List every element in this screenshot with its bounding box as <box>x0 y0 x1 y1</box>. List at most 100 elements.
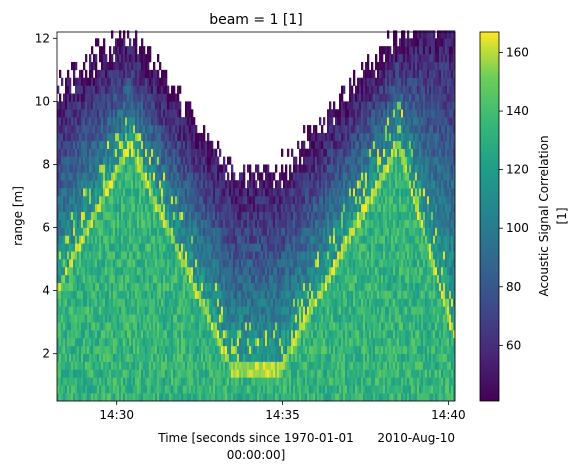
heatmap-cell <box>133 314 136 323</box>
heatmap-cell <box>293 203 296 213</box>
heatmap-cell <box>285 361 288 370</box>
heatmap-cell <box>293 235 296 244</box>
heatmap-cell <box>227 266 230 276</box>
heatmap-cell <box>89 353 92 362</box>
heatmap-cell <box>321 266 324 276</box>
heatmap-cell <box>203 164 206 173</box>
heatmap-cell <box>183 243 186 252</box>
heatmap-cell <box>141 298 144 307</box>
heatmap-cell <box>147 219 150 228</box>
heatmap-cell <box>239 345 242 354</box>
heatmap-cell <box>191 385 194 394</box>
heatmap-cell <box>59 196 62 205</box>
heatmap-cell <box>157 330 160 339</box>
heatmap-cell <box>313 180 316 189</box>
heatmap-cell <box>197 306 200 315</box>
heatmap-cell <box>153 243 156 252</box>
heatmap-cell <box>209 306 212 315</box>
heatmap-cell <box>197 235 200 244</box>
heatmap-cell <box>199 314 202 323</box>
heatmap-cell <box>101 243 104 252</box>
heatmap-cell <box>215 188 218 197</box>
heatmap-cell <box>189 164 192 173</box>
heatmap-cell <box>223 259 226 268</box>
heatmap-cell <box>265 266 268 276</box>
heatmap-cell <box>287 361 290 370</box>
heatmap-cell <box>207 393 210 402</box>
heatmap-cell <box>89 330 92 339</box>
heatmap-cell <box>309 164 312 173</box>
heatmap-cell <box>313 196 316 205</box>
heatmap-cell <box>171 298 174 307</box>
heatmap-cell <box>143 46 146 55</box>
heatmap-cell <box>153 377 156 386</box>
heatmap-cell <box>161 337 164 347</box>
heatmap-cell <box>301 203 304 213</box>
heatmap-cell <box>215 180 218 189</box>
heatmap-cell <box>135 211 138 220</box>
heatmap-cell <box>281 314 284 323</box>
heatmap-cell <box>169 306 172 315</box>
heatmap-cell <box>265 188 268 197</box>
heatmap-cell <box>113 46 116 55</box>
heatmap-cell <box>313 369 316 378</box>
heatmap-cell <box>193 125 196 134</box>
heatmap-cell <box>259 353 262 362</box>
heatmap-cell <box>189 290 192 299</box>
heatmap-cell <box>99 109 102 118</box>
heatmap-cell <box>145 282 148 291</box>
heatmap-cell <box>155 180 158 189</box>
heatmap-cell <box>183 282 186 291</box>
heatmap-cell <box>197 172 200 181</box>
heatmap-cell <box>285 369 288 378</box>
heatmap-cell <box>87 125 90 134</box>
heatmap-cell <box>201 203 204 213</box>
heatmap-cell <box>273 353 276 362</box>
heatmap-cell <box>307 132 310 142</box>
heatmap-cell <box>299 180 302 189</box>
heatmap-cell <box>71 298 74 307</box>
heatmap-cell <box>269 180 272 189</box>
heatmap-cell <box>185 132 188 142</box>
heatmap-cell <box>135 140 138 149</box>
heatmap-cell <box>303 180 306 189</box>
heatmap-cell <box>67 393 70 402</box>
heatmap-cell <box>159 101 162 110</box>
heatmap-cell <box>133 306 136 315</box>
heatmap-cell <box>307 172 310 181</box>
heatmap-cell <box>201 243 204 252</box>
heatmap-cell <box>65 101 68 110</box>
heatmap-cell <box>231 180 234 189</box>
heatmap-cell <box>187 353 190 362</box>
heatmap-cell <box>113 117 116 126</box>
heatmap-cell <box>127 117 130 126</box>
heatmap-cell <box>65 211 68 220</box>
heatmap-cell <box>177 227 180 236</box>
heatmap-cell <box>305 227 308 236</box>
heatmap-cell <box>149 69 152 79</box>
heatmap-cell <box>321 393 324 402</box>
heatmap-cell <box>87 330 90 339</box>
heatmap-cell <box>165 156 168 165</box>
heatmap-cell <box>271 235 274 244</box>
heatmap-cell <box>301 345 304 354</box>
heatmap-cell <box>181 132 184 142</box>
heatmap-cell <box>151 385 154 394</box>
heatmap-cell <box>295 227 298 236</box>
heatmap-cell <box>79 298 82 307</box>
heatmap-cell <box>161 314 164 323</box>
heatmap-cell <box>321 227 324 236</box>
heatmap-cell <box>157 188 160 197</box>
heatmap-cell <box>61 132 64 142</box>
heatmap-cell <box>283 290 286 299</box>
heatmap-cell <box>189 369 192 378</box>
heatmap-cell <box>105 353 108 362</box>
heatmap-cell <box>99 235 102 244</box>
heatmap-cell <box>59 314 62 323</box>
heatmap-cell <box>119 46 122 55</box>
heatmap-cell <box>169 125 172 134</box>
heatmap-cell <box>251 266 254 276</box>
heatmap-cell <box>63 306 66 315</box>
heatmap-cell <box>117 235 120 244</box>
heatmap-cell <box>153 235 156 244</box>
